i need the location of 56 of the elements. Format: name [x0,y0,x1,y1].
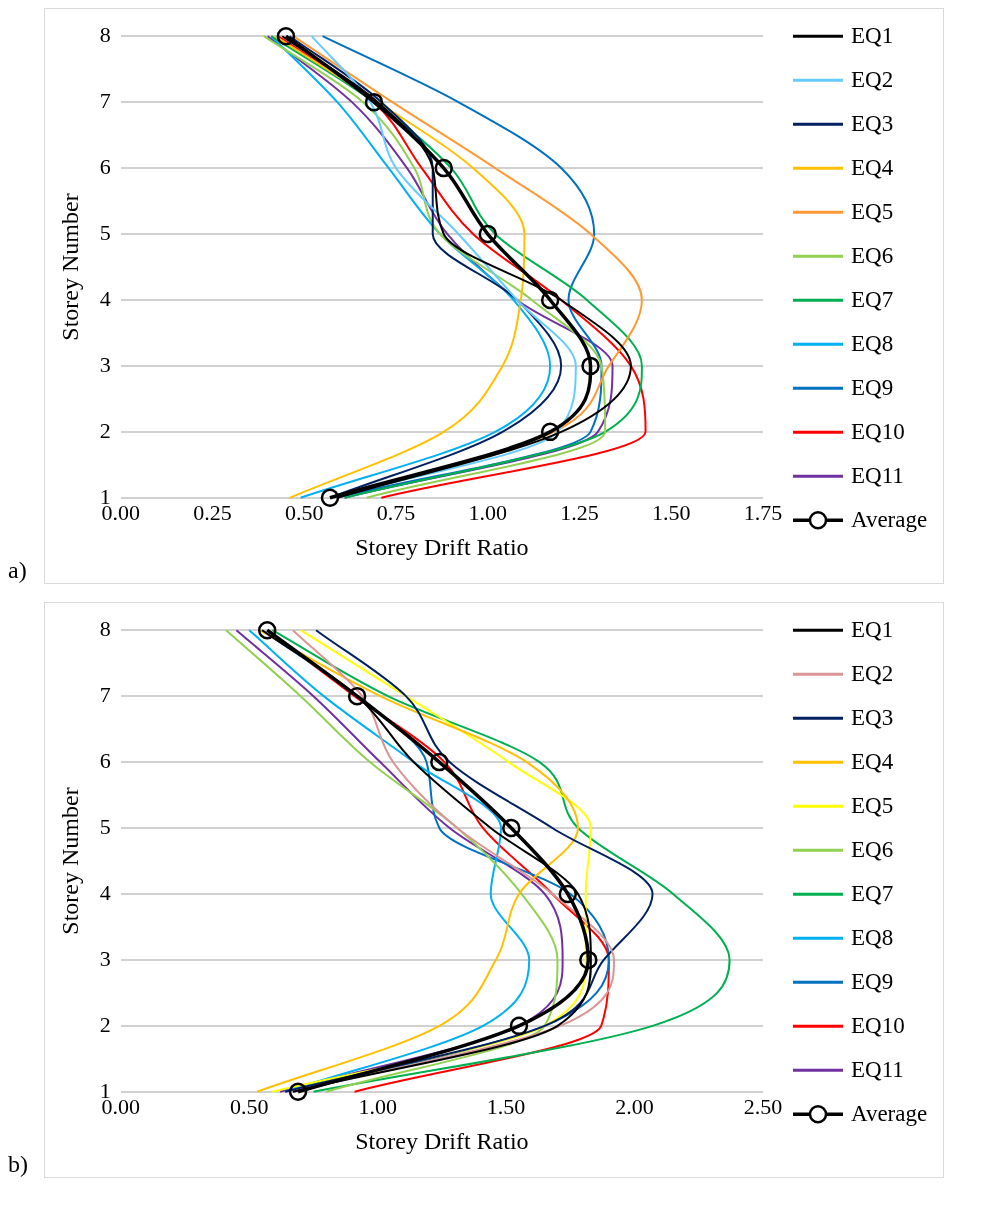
y-tick-label: 8 [99,615,111,641]
legend-label: EQ7 [851,881,894,907]
y-tick-label: 6 [99,153,111,179]
x-axis-title: Storey Drift Ratio [355,533,529,560]
legend-label: EQ6 [851,837,894,863]
x-tick-label: 1.50 [486,1093,526,1119]
legend-label: Average [851,507,928,533]
legend-label: EQ3 [851,111,894,137]
legend-label: EQ2 [851,661,894,687]
legend-label: EQ1 [851,23,894,49]
legend-label: EQ9 [851,375,894,401]
x-tick-label: 1.75 [743,499,783,525]
legend-label: EQ5 [851,199,894,225]
y-tick-label: 2 [99,417,111,443]
legend-label: EQ5 [851,793,894,819]
y-tick-label: 4 [99,285,111,311]
y-tick-label: 5 [99,813,111,839]
y-tick-label: 4 [99,879,111,905]
legend-label: EQ7 [851,287,894,313]
x-tick-label: 0.75 [376,499,416,525]
legend-label: EQ8 [851,925,894,951]
legend-label: EQ10 [851,419,905,445]
y-tick-label: 3 [99,351,111,377]
y-tick-label: 6 [99,747,111,773]
text: a) [8,557,28,584]
legend-label: EQ11 [851,1057,904,1083]
y-tick-label: 5 [99,219,111,245]
legend-label: EQ11 [851,463,904,489]
legend-label: EQ4 [851,155,894,181]
text: b) [8,1151,29,1178]
legend-label: EQ8 [851,331,894,357]
y-axis-title: Storey Number [56,787,83,935]
y-tick-label: 7 [99,87,111,113]
x-tick-label: 0.25 [193,499,232,525]
x-tick-label: 0.50 [229,1093,269,1119]
legend-label: EQ4 [851,749,894,775]
x-tick-label: 2.00 [615,1093,654,1119]
x-tick-label: 1.00 [468,499,508,525]
legend-label: EQ6 [851,243,894,269]
legend-label: EQ9 [851,969,894,995]
x-tick-label: 1.50 [652,499,691,525]
legend-label: EQ3 [851,705,894,731]
y-tick-label: 3 [99,945,111,971]
y-tick-label: 2 [99,1011,111,1037]
legend-label: EQ2 [851,67,894,93]
x-tick-label: 1.00 [358,1093,397,1119]
legend-label: EQ10 [851,1013,905,1039]
legend-label: EQ1 [851,617,894,643]
y-axis-title: Storey Number [56,193,83,341]
x-tick-label: 0.50 [285,499,324,525]
legend-label: Average [851,1101,928,1127]
x-axis-title: Storey Drift Ratio [355,1127,529,1154]
x-tick-label: 2.50 [743,1093,783,1119]
x-tick-label: 1.25 [560,499,599,525]
y-tick-label: 7 [99,681,111,707]
y-tick-label: 8 [99,21,111,47]
